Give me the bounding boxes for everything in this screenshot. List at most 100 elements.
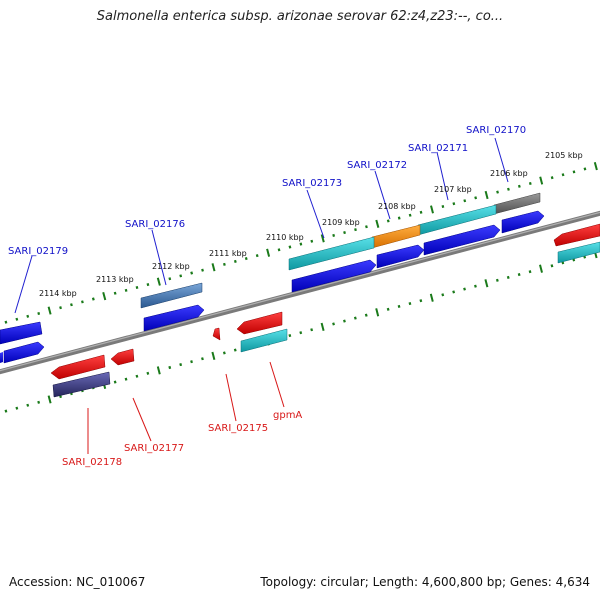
bottom-callout-lines — [87, 361, 285, 454]
minor-tick — [244, 257, 248, 261]
minor-tick — [255, 254, 259, 258]
minor-tick — [179, 363, 183, 367]
minor-tick — [419, 299, 423, 303]
minor-tick — [332, 233, 336, 237]
minor-tick — [135, 374, 139, 378]
kbp-label: 2114 kbp — [39, 289, 77, 298]
minor-tick — [146, 283, 150, 287]
gene-red-right — [553, 223, 600, 247]
accession-text: Accession: NC_010067 — [9, 575, 146, 589]
kbp-label: 2107 kbp — [434, 185, 472, 194]
minor-tick — [70, 303, 73, 307]
gene-label-sari-02171: SARI_02171 — [408, 143, 468, 154]
minor-tick — [463, 287, 466, 291]
minor-tick — [233, 348, 237, 352]
minor-tick — [201, 357, 204, 361]
minor-tick — [59, 306, 62, 310]
minor-tick — [353, 316, 357, 320]
gene-cyan-right — [557, 241, 600, 264]
minor-tick — [386, 307, 390, 311]
minor-tick — [91, 297, 95, 301]
minor-tick — [463, 199, 467, 203]
minor-tick — [474, 284, 477, 288]
major-tick — [156, 277, 161, 286]
minor-tick — [168, 277, 172, 281]
gene-blue-4 — [291, 259, 377, 293]
gene-blue-6 — [0, 321, 43, 345]
minor-tick — [124, 377, 128, 381]
minor-tick — [495, 278, 499, 282]
gene-blue-3 — [376, 244, 425, 269]
minor-tick — [26, 403, 30, 407]
map-title: Salmonella enterica subsp. arizonae sero… — [96, 9, 504, 24]
major-tick — [593, 161, 598, 171]
minor-tick — [528, 181, 532, 185]
gene-sari-02172-orange — [371, 224, 421, 249]
minor-tick — [4, 409, 8, 413]
gene-label-sari-02177: SARI_02177 — [124, 443, 184, 454]
minor-tick — [441, 293, 445, 297]
major-tick — [430, 205, 434, 214]
minor-tick — [397, 304, 401, 308]
minor-tick — [419, 210, 423, 214]
kbp-label: 2110 kbp — [266, 233, 304, 242]
major-tick — [266, 248, 271, 257]
upper-tick-rail — [4, 161, 598, 324]
minor-tick — [572, 170, 576, 174]
minor-tick — [364, 313, 368, 317]
minor-tick — [124, 288, 128, 292]
minor-tick — [343, 319, 346, 323]
major-tick — [102, 291, 107, 301]
minor-tick — [496, 190, 499, 194]
minor-tick — [179, 274, 183, 278]
kbp-label: 2109 kbp — [322, 218, 360, 227]
kbp-labels: 2105 kbp 2106 kbp 2107 kbp 2108 kbp 2109… — [39, 151, 583, 298]
minor-tick — [190, 271, 194, 275]
minor-tick — [408, 302, 412, 306]
genome-backbone — [0, 210, 600, 375]
minor-tick — [223, 262, 226, 266]
gene-label-sari-02179: SARI_02179 — [8, 246, 68, 257]
gene-sari-02175-red — [212, 327, 221, 341]
minor-tick — [299, 331, 303, 335]
minor-tick — [201, 268, 204, 272]
gene-blue-7 — [3, 341, 45, 364]
minor-tick — [15, 406, 19, 410]
gene-label-sari-02175: SARI_02175 — [208, 423, 268, 434]
minor-tick — [222, 351, 226, 355]
minor-tick — [233, 259, 237, 263]
gene-blue-8 — [0, 352, 3, 363]
minor-tick — [37, 400, 41, 404]
minor-tick — [452, 202, 456, 206]
major-tick — [539, 264, 543, 273]
major-tick — [539, 176, 544, 185]
minor-tick — [506, 275, 510, 279]
gene-sari-02170-grey — [493, 192, 541, 215]
gene-label-sari-02170: SARI_02170 — [466, 125, 526, 136]
major-tick — [375, 219, 380, 228]
topology-text: Topology: circular; Length: 4,600,800 bp… — [260, 575, 590, 589]
gene-label-sari-02172: SARI_02172 — [347, 160, 407, 171]
minor-tick — [332, 322, 335, 326]
minor-tick — [310, 239, 314, 243]
minor-tick — [408, 213, 412, 217]
minor-tick — [452, 290, 456, 294]
minor-tick — [343, 231, 346, 235]
kbp-label: 2106 kbp — [490, 169, 528, 178]
minor-tick — [310, 328, 314, 332]
gene-label-sari-02176: SARI_02176 — [125, 219, 185, 230]
minor-tick — [507, 187, 510, 191]
minor-tick — [550, 264, 554, 268]
minor-tick — [550, 176, 554, 180]
gene-blue-5 — [143, 304, 205, 332]
minor-tick — [135, 285, 139, 289]
minor-tick — [113, 291, 117, 295]
major-tick — [47, 395, 52, 404]
gene-gpma-cyan — [240, 328, 288, 353]
minor-tick — [288, 334, 292, 338]
minor-tick — [81, 300, 84, 304]
minor-tick — [561, 173, 565, 177]
gene-label-gpma: gpmA — [273, 410, 302, 421]
kbp-label: 2111 kbp — [209, 249, 247, 258]
